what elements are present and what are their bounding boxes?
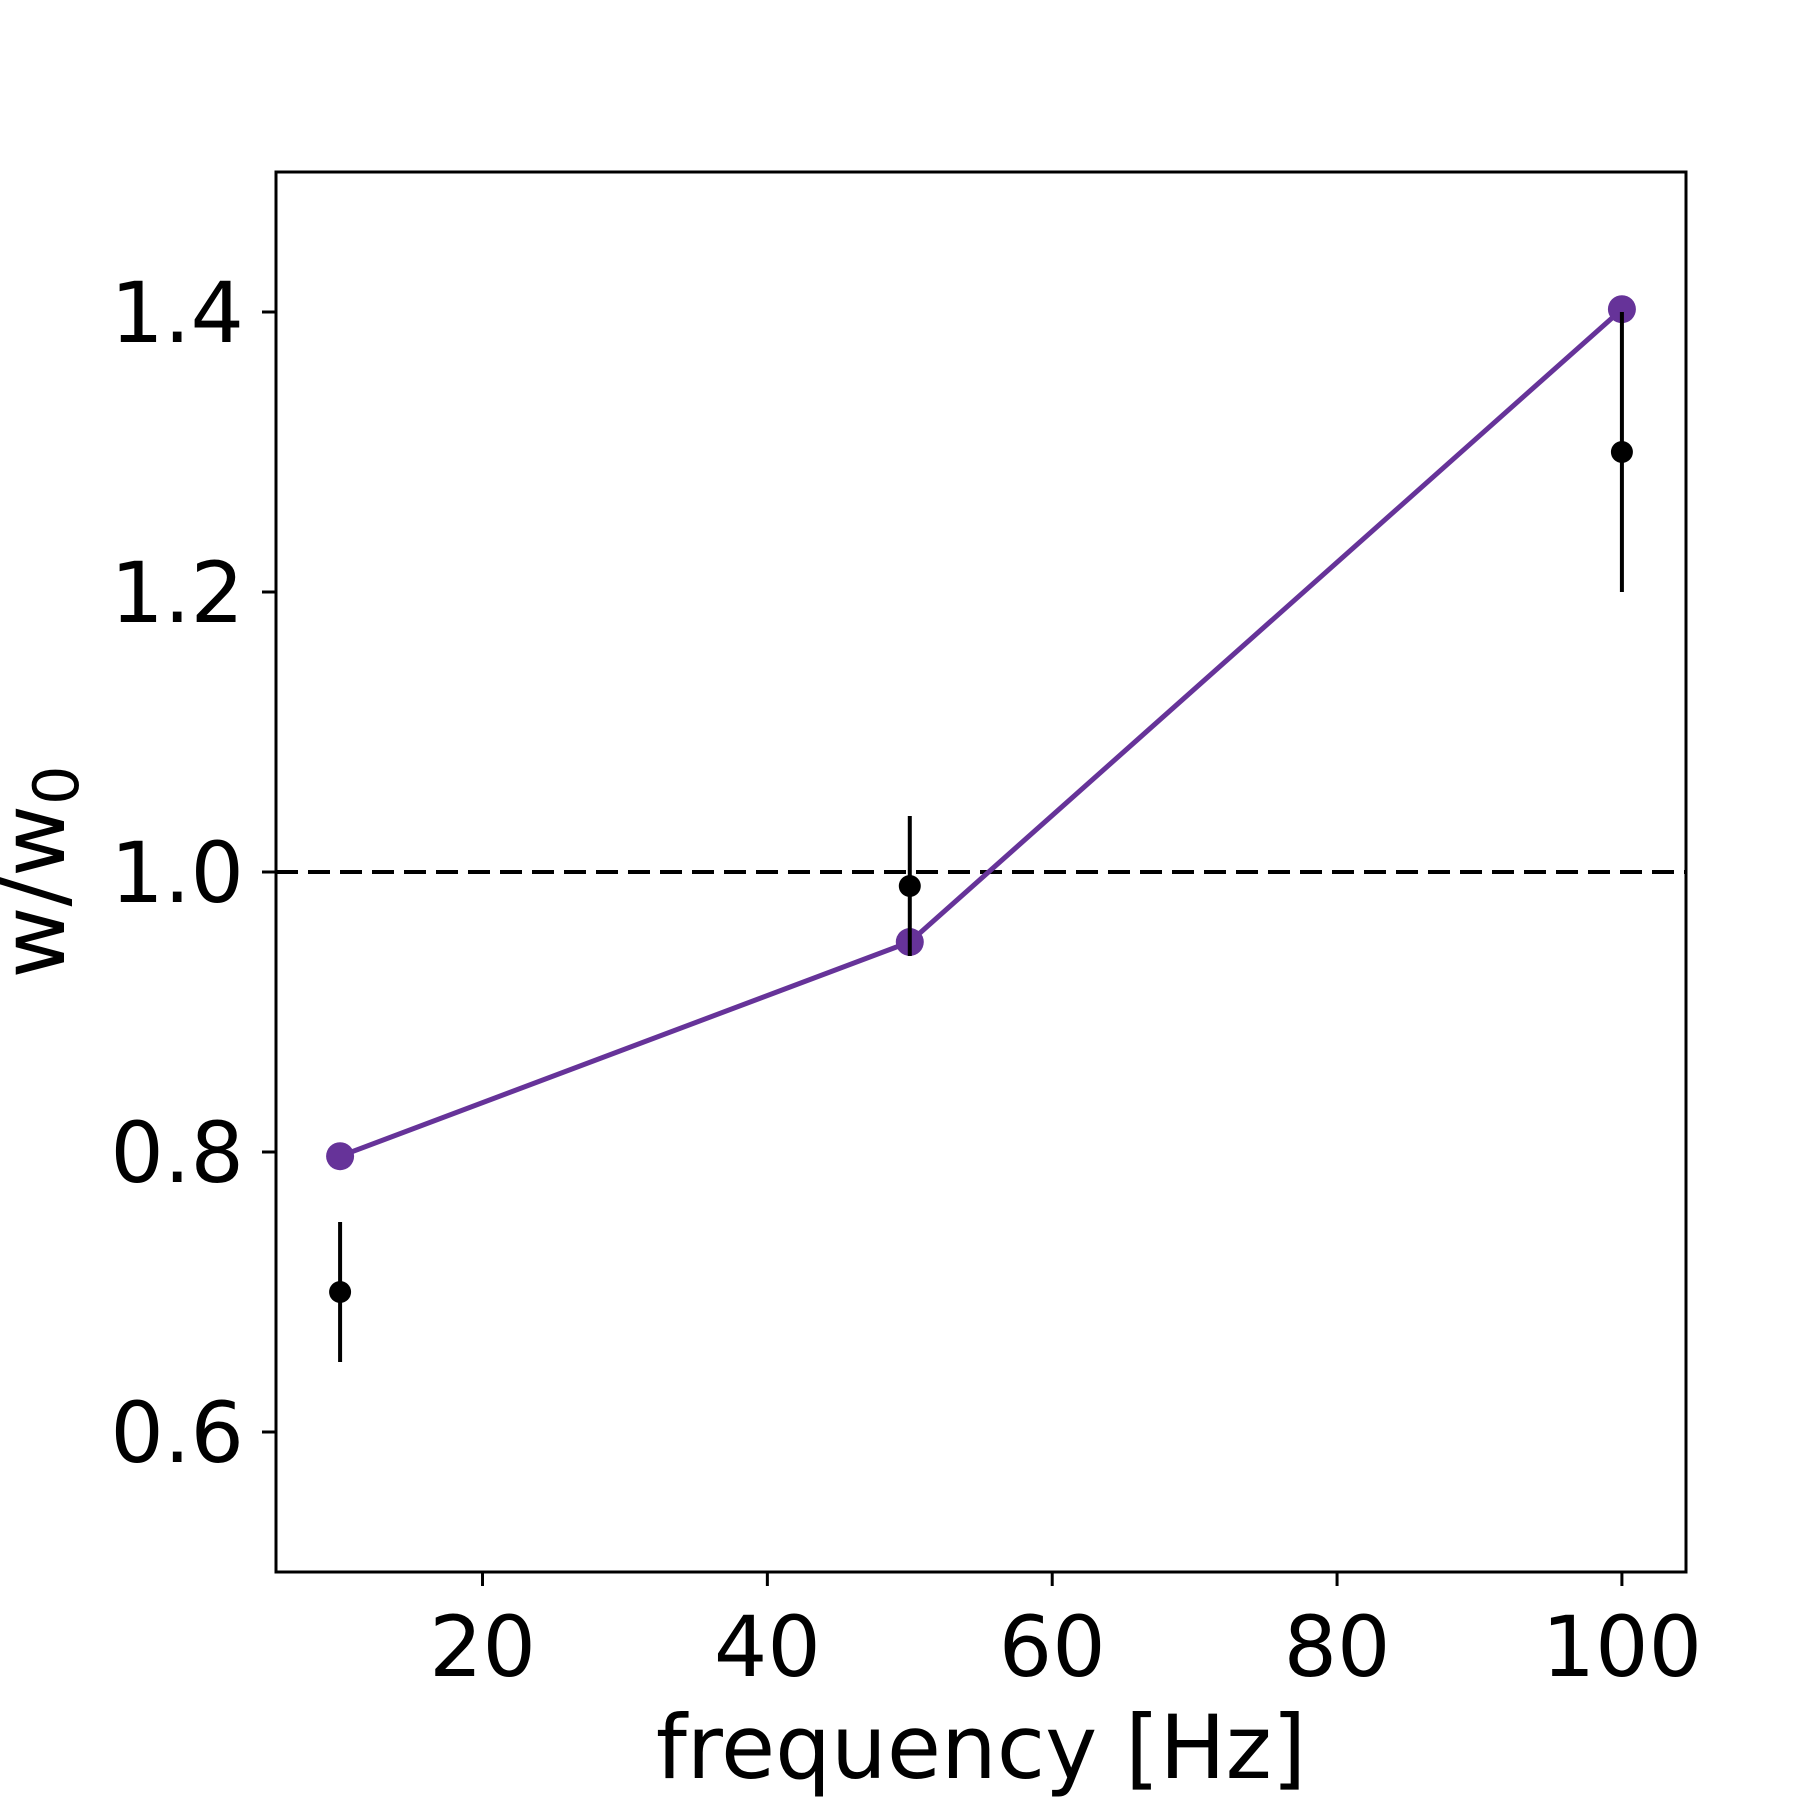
x-tick-label: 80 bbox=[1284, 1598, 1391, 1696]
x-tick-label: 40 bbox=[714, 1598, 821, 1696]
y-tick-label: 0.6 bbox=[110, 1384, 244, 1482]
y-axis-label-subscript: 0 bbox=[20, 765, 93, 804]
data-point bbox=[898, 875, 921, 897]
x-axis-label: frequency [Hz] bbox=[656, 1696, 1306, 1799]
x-tick-label: 20 bbox=[429, 1598, 536, 1696]
y-axis-label: w/w0 bbox=[0, 765, 93, 978]
y-tick-label: 1.0 bbox=[110, 824, 244, 922]
y-axis-label-main: w/w bbox=[0, 805, 85, 979]
y-tick-label: 1.4 bbox=[110, 264, 244, 362]
x-tick-label: 100 bbox=[1542, 1598, 1702, 1696]
axis-ticks: 20 40 60 80 100 0.6 0.8 1.0 1.2 1.4 bbox=[110, 264, 1702, 1696]
y-tick-label: 0.8 bbox=[110, 1104, 244, 1202]
svg-text:w/w0: w/w0 bbox=[0, 765, 93, 978]
data-point bbox=[1610, 441, 1633, 463]
x-tick-label: 60 bbox=[999, 1598, 1106, 1696]
data-point bbox=[329, 1281, 352, 1303]
y-tick-label: 1.2 bbox=[110, 544, 244, 642]
plot-area bbox=[276, 295, 1686, 1362]
model-line bbox=[339, 307, 1624, 1159]
model-point bbox=[1607, 295, 1636, 324]
model-point bbox=[326, 1142, 355, 1171]
